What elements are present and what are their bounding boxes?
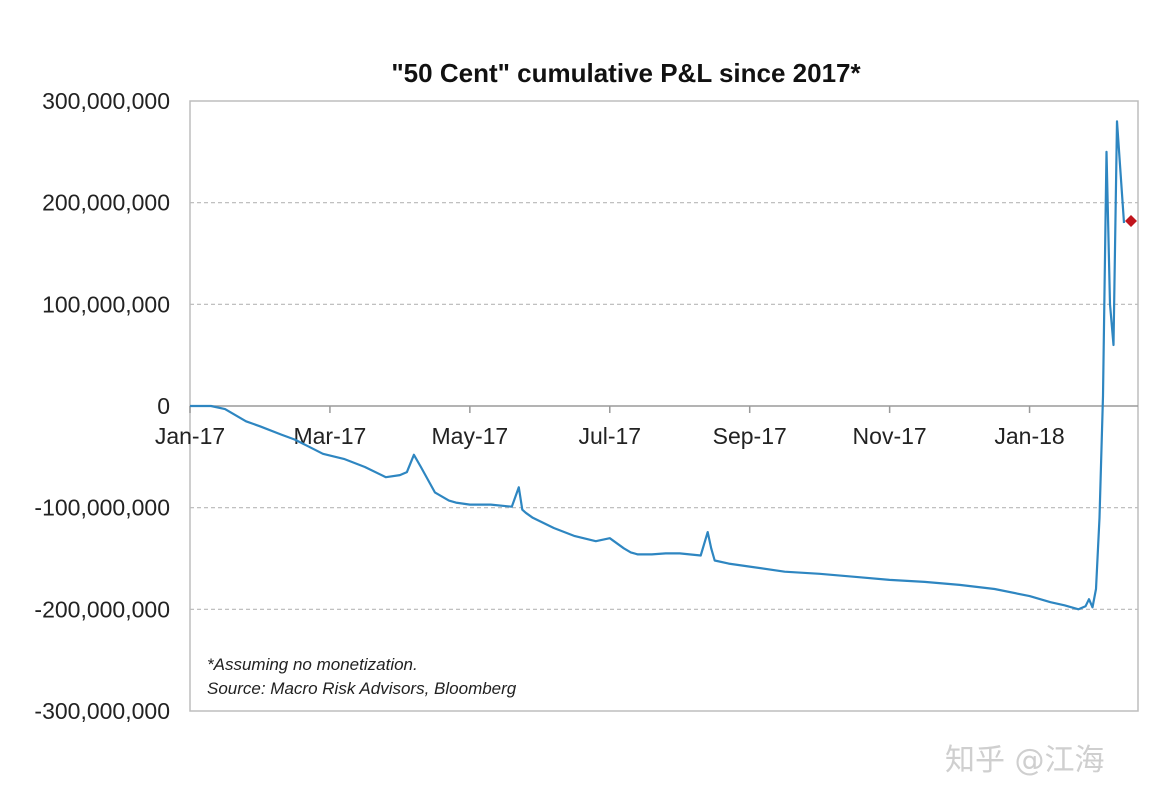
annotation-assumption: *Assuming no monetization. (207, 655, 418, 674)
x-tick-label: Nov-17 (853, 423, 927, 449)
series-layer (190, 120, 1138, 611)
current-value-marker (1125, 214, 1138, 227)
x-axis: Jan-17 Mar-17 May-17 Jul-17 Sep-17 Nov-17 Jan-… (155, 405, 1138, 449)
x-tick-label: Jul-17 (578, 423, 641, 449)
x-tick-label: Sep-17 (713, 423, 787, 449)
y-tick-label: 0 (157, 393, 170, 419)
series-line (190, 120, 1126, 611)
watermark: 知乎 @江海 (945, 743, 1105, 778)
y-tick-label: -200,000,000 (34, 596, 170, 622)
x-tick-label: Jan-18 (994, 423, 1064, 449)
y-tick-label: 200,000,000 (42, 190, 170, 216)
x-tick-label: May-17 (432, 423, 509, 449)
y-tick-label: -300,000,000 (34, 698, 170, 724)
annotation-source: Source: Macro Risk Advisors, Bloomberg (207, 679, 517, 698)
chart-title: "50 Cent" cumulative P&L since 2017* (391, 58, 861, 88)
y-tick-label: -100,000,000 (34, 495, 170, 521)
y-tick-label: 100,000,000 (42, 291, 170, 317)
y-tick-label: 300,000,000 (42, 88, 170, 114)
gridlines (190, 202, 1138, 610)
y-axis-ticks: 300,000,000 200,000,000 100,000,000 0 -100,0… (34, 88, 170, 724)
x-tick-label: Jan-17 (155, 423, 225, 449)
